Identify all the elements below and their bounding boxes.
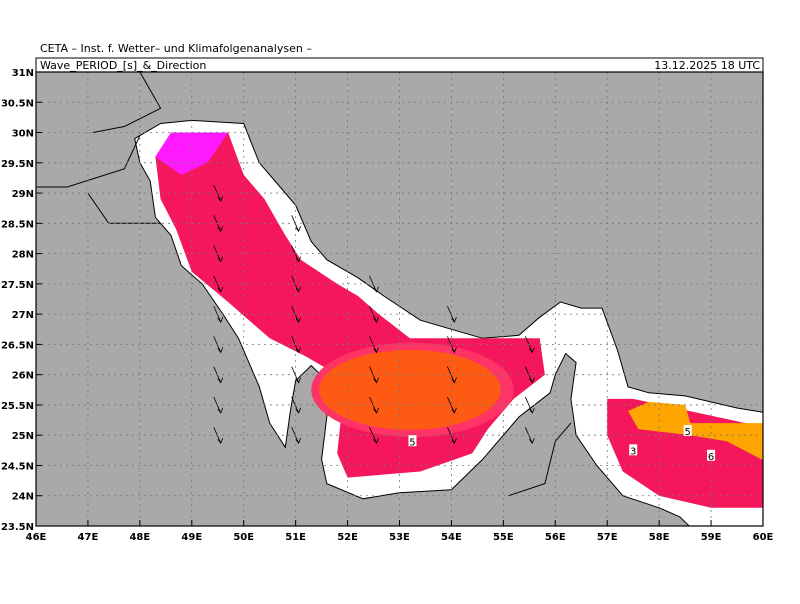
map-layers — [36, 72, 763, 526]
arrow-head — [451, 347, 457, 354]
arrow-head — [529, 438, 535, 445]
institute-label: CETA – Inst. f. Wetter– und Klimafolgena… — [40, 42, 312, 55]
lat-tick-label: 25N — [12, 431, 34, 442]
lon-tick-label: 47E — [78, 532, 99, 543]
border — [508, 422, 572, 497]
arrow-head — [217, 256, 224, 263]
lon-tick-label: 49E — [181, 532, 202, 543]
lon-tick-label: 59E — [701, 532, 722, 543]
period-field-core — [319, 349, 501, 430]
lon-tick-label: 55E — [493, 532, 514, 543]
arrow-head — [373, 377, 379, 384]
arrow-head — [295, 407, 302, 414]
plot-frame — [35, 71, 764, 527]
arrow-head — [373, 347, 379, 354]
lat-tick-label: 23.5N — [1, 522, 34, 533]
contour-label-box — [629, 444, 638, 456]
map-title: Wave_PERIOD_[s]_&_Direction — [40, 59, 206, 72]
lon-tick-label: 48E — [129, 532, 150, 543]
arrow-head — [295, 286, 302, 293]
lon-tick-label: 58E — [649, 532, 670, 543]
lon-tick-label: 54E — [441, 532, 462, 543]
map-date: 13.12.2025 18 UTC — [654, 59, 760, 72]
period-field-east-high — [628, 401, 763, 461]
lon-tick-label: 46E — [26, 532, 47, 543]
arrow-head — [295, 256, 302, 263]
border — [36, 135, 141, 188]
arrow-head — [217, 438, 224, 445]
lat-tick-label: 24.5N — [1, 461, 34, 472]
contour-label: 5 — [409, 437, 415, 448]
arrow-head — [373, 286, 379, 293]
arrow-head — [451, 316, 457, 323]
arrow-head — [217, 286, 224, 293]
arrow-head — [451, 407, 457, 414]
arrow-head — [217, 316, 224, 323]
lat-tick-label: 27.5N — [1, 280, 34, 291]
arrow-head — [529, 377, 535, 384]
contour-label: 5 — [685, 427, 691, 438]
lat-tick-label: 30N — [12, 129, 34, 140]
lon-tick-label: 52E — [337, 532, 358, 543]
arrow-head — [217, 195, 224, 202]
lon-tick-label: 53E — [389, 532, 410, 543]
lon-tick-label: 51E — [285, 532, 306, 543]
arrow-head — [217, 377, 224, 384]
arrow-head — [451, 377, 457, 384]
arrow-head — [373, 407, 379, 414]
arrow-head — [295, 377, 302, 384]
contour-label-box — [683, 424, 692, 436]
lat-tick-label: 28.5N — [1, 219, 34, 230]
contour-label: 3 — [630, 446, 636, 457]
plot-area: 46E 47E 48E 49E 50E 51E 52E 53E 54E 55E 56E 57E 58E 5… — [1, 68, 774, 543]
arrow-head — [373, 438, 379, 445]
arrow-head — [295, 347, 302, 354]
arrow-head — [529, 347, 535, 354]
lon-tick-label: 56E — [545, 532, 566, 543]
contour-label: 6 — [708, 452, 714, 463]
sea — [134, 119, 763, 526]
arrow-head — [295, 226, 302, 233]
lat-tick-label: 31N — [12, 68, 34, 79]
lat-tick-label: 30.5N — [1, 98, 34, 109]
lat-tick-label: 24N — [12, 492, 34, 503]
lat-tick-label: 28N — [12, 250, 34, 261]
lat-tick-label: 25.5N — [1, 401, 34, 412]
contour-label-box — [408, 435, 417, 447]
lon-tick-label: 50E — [233, 532, 254, 543]
arrow-head — [451, 438, 457, 445]
arrow-head — [529, 407, 535, 414]
arrow-head — [295, 438, 302, 445]
arrow-head — [295, 316, 302, 323]
arrow-head — [217, 226, 224, 233]
lat-tick-label: 29N — [12, 189, 34, 200]
lat-tick-label: 26N — [12, 371, 34, 382]
lon-tick-label: 57E — [597, 532, 618, 543]
arrow-head — [373, 316, 379, 323]
lat-tick-label: 29.5N — [1, 159, 34, 170]
border — [93, 72, 162, 133]
lon-tick-label: 60E — [753, 532, 774, 543]
lat-tick-label: 27N — [12, 310, 34, 321]
contour-label-box — [707, 449, 716, 461]
lat-tick-label: 26.5N — [1, 340, 34, 351]
arrow-head — [217, 407, 224, 414]
period-field-high — [155, 132, 229, 175]
arrow-head — [217, 347, 224, 354]
